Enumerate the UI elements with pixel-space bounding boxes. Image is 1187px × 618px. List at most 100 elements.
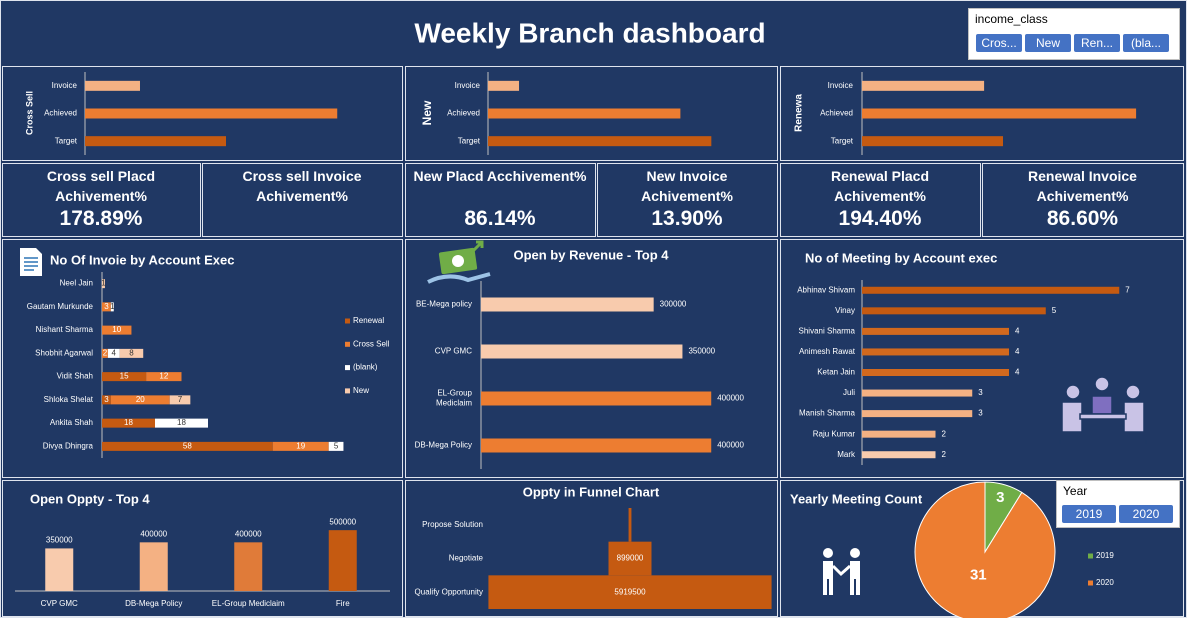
bar xyxy=(488,108,681,119)
panel xyxy=(2,66,403,161)
category-label: Manish Sharma xyxy=(799,409,856,418)
legend-label: (blank) xyxy=(353,363,378,372)
data-label: 350000 xyxy=(688,347,715,356)
data-label: 58 xyxy=(183,441,192,450)
kpi-border xyxy=(405,163,596,237)
slicer-button[interactable]: Cros... xyxy=(976,34,1022,52)
panel xyxy=(405,66,778,161)
kpi-value: 86.60% xyxy=(1046,207,1119,230)
data-label: 3 xyxy=(104,395,109,404)
slicer-button[interactable]: Ren... xyxy=(1074,34,1120,52)
bar xyxy=(862,348,1009,356)
category-label: Fire xyxy=(336,599,350,608)
slicer-button[interactable]: (bla... xyxy=(1123,34,1169,52)
kpi-title: Cross sell Placd Achivement% xyxy=(46,168,156,204)
data-label: 500000 xyxy=(329,517,356,526)
legend-label: New xyxy=(353,386,369,395)
category-label: Qualify Opportunity xyxy=(415,587,483,596)
funnel-bar xyxy=(628,508,632,542)
bar-segment xyxy=(146,372,182,382)
category-label: EL-Group Mediclaim xyxy=(212,599,285,608)
data-label: 899000 xyxy=(617,554,644,563)
kpi-tile: Cross sell Invoice Achivement% xyxy=(202,163,402,236)
bar xyxy=(862,451,936,459)
category-label: Juli xyxy=(843,388,855,397)
legend-marker xyxy=(345,318,350,324)
category-label: Target xyxy=(831,136,854,145)
bar-segment xyxy=(102,372,147,382)
kpi-title: Renewal Invoice Achivement% xyxy=(1028,168,1137,204)
panel xyxy=(405,239,778,478)
category-label: Mark xyxy=(837,450,856,459)
slicer-title: income_class xyxy=(975,12,1048,26)
category-label: BE-Mega policy xyxy=(416,300,472,309)
data-label: 3 xyxy=(978,388,983,397)
legend-label: 2020 xyxy=(1096,578,1114,587)
bar xyxy=(481,391,712,406)
bar xyxy=(862,108,1137,119)
kpi-border xyxy=(2,163,201,237)
category-label: Achieved xyxy=(44,109,77,118)
chart-title: Open by Revenue - Top 4 xyxy=(513,247,669,262)
category-label: Divya Dhingra xyxy=(43,441,94,450)
bar-segment xyxy=(328,441,344,451)
invoice-icon xyxy=(20,248,42,276)
chart-title: Oppty in Funnel Chart xyxy=(523,484,660,499)
category-label: Neel Jain xyxy=(60,279,93,288)
panel xyxy=(780,239,1184,478)
category-label: Propose Solution xyxy=(422,520,483,529)
kpi-value: 13.90% xyxy=(651,207,723,230)
slicer-button[interactable]: 2019 xyxy=(1062,505,1116,523)
bar xyxy=(862,327,1009,335)
kpi-border xyxy=(780,163,981,237)
slicer-button[interactable]: New xyxy=(1025,34,1071,52)
category-label: Raju Kumar xyxy=(813,429,856,438)
data-label: 2 xyxy=(942,450,947,459)
data-label: 5919500 xyxy=(614,587,646,596)
bar xyxy=(862,389,973,397)
data-label: 4 xyxy=(1015,368,1020,377)
data-label: 19 xyxy=(296,441,305,450)
data-label: 18 xyxy=(124,418,133,427)
category-label: Shloka Shelat xyxy=(44,395,94,404)
category-label: Achieved xyxy=(447,109,480,118)
data-label: 3 xyxy=(996,489,1004,506)
chart-title: Yearly Meeting Count xyxy=(790,491,923,506)
category-label: Target xyxy=(458,136,481,145)
meeting-icon xyxy=(1059,376,1147,444)
kpi-title: New Invoice Achivement% xyxy=(641,168,733,204)
category-label: EL-Group Mediclaim xyxy=(434,389,473,408)
bar xyxy=(488,136,712,147)
bar-segment xyxy=(102,395,111,405)
data-label: 2 xyxy=(942,429,947,438)
bar-segment xyxy=(107,348,120,358)
funnel-bar xyxy=(488,575,772,609)
bar xyxy=(85,136,226,147)
data-label: 20 xyxy=(136,395,145,404)
y-axis-label: Renewa xyxy=(794,94,805,132)
slicer-button[interactable]: 2020 xyxy=(1119,505,1173,523)
money-icon xyxy=(427,240,491,284)
legend-marker xyxy=(345,388,350,394)
panel xyxy=(780,66,1184,161)
bar xyxy=(45,548,74,591)
kpi-tile: Renewal Invoice Achivement% 86.60% xyxy=(982,163,1183,236)
category-label: Invoice xyxy=(828,81,854,90)
bar-segment xyxy=(102,441,273,451)
data-label: 2 xyxy=(103,348,108,357)
panel xyxy=(2,480,403,617)
data-label: 31 xyxy=(970,567,987,584)
data-label: 3 xyxy=(978,409,983,418)
data-label: 5 xyxy=(1052,306,1057,315)
category-label: Vinay xyxy=(835,306,855,315)
bar-segment xyxy=(102,348,108,358)
category-label: Invoice xyxy=(52,81,78,90)
bar xyxy=(481,344,683,359)
funnel-bar xyxy=(608,541,652,576)
chart-title: No Of Invoie by Account Exec xyxy=(50,252,234,267)
category-label: Gautam Murkunde xyxy=(27,302,94,311)
data-label: 400000 xyxy=(717,441,744,450)
bar xyxy=(488,80,520,91)
category-label: Ketan Jain xyxy=(817,368,855,377)
